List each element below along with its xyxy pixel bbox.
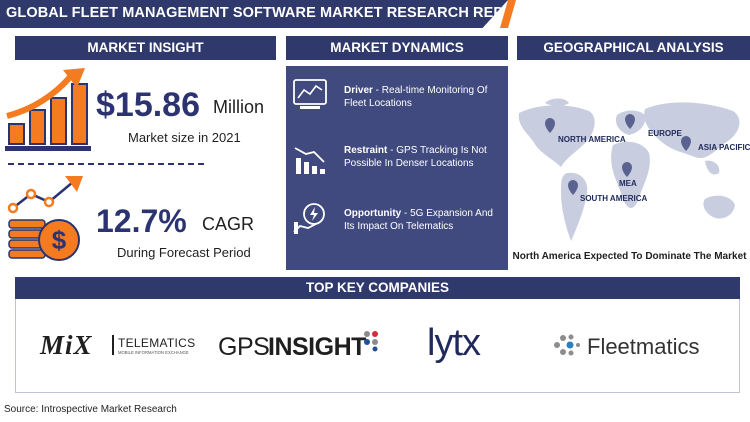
fleetmatics-text: Fleetmatics <box>587 334 700 359</box>
driver-label: Driver <box>344 85 373 96</box>
geographical-analysis-heading: GEOGRAPHICAL ANALYSIS <box>517 36 750 60</box>
dynamics-restraint: Restraint - GPS Tracking Is Not Possible… <box>344 144 504 170</box>
market-size-caption: Market size in 2021 <box>128 130 241 145</box>
restraint-text: - GPS Tracking Is Not Possible In Denser… <box>344 145 487 169</box>
cagr-caption: During Forecast Period <box>117 245 251 260</box>
driver-text: - Real-time Monitoring Of Fleet Location… <box>344 85 488 109</box>
hand-energy-icon <box>293 203 325 234</box>
gps-logo-insight: INSIGHT <box>268 333 366 361</box>
market-size-unit: Million <box>213 97 265 117</box>
insight-divider <box>8 163 204 165</box>
market-dynamics-heading: MARKET DYNAMICS <box>286 36 508 60</box>
restraint-label: Restraint <box>344 145 388 156</box>
dynamics-opportunity: Opportunity - 5G Expansion And Its Impac… <box>344 207 504 233</box>
mix-logo-tagline: MOBILE INFORMATION EXCHANGE <box>118 350 189 355</box>
dynamics-driver: Driver - Real-time Monitoring Of Fleet L… <box>344 84 504 110</box>
opportunity-label: Opportunity <box>344 208 402 219</box>
gps-dots-icon <box>364 331 378 352</box>
pin-europe-icon <box>625 114 635 129</box>
geography-caption: North America Expected To Dominate The M… <box>512 251 747 262</box>
world-map <box>518 98 740 241</box>
fleetmatics-dots-icon <box>554 334 580 356</box>
cagr-unit: CAGR <box>202 214 255 234</box>
companies-heading: TOP KEY COMPANIES <box>15 277 740 299</box>
money-growth-icon: $ <box>7 176 83 261</box>
region-south-america: SOUTH AMERICA <box>580 194 648 203</box>
pin-asia-pacific-icon <box>681 136 691 151</box>
bar-growth-icon <box>5 68 91 151</box>
market-size-value: $15.86 <box>96 86 200 124</box>
region-north-america: NORTH AMERICA <box>558 135 626 144</box>
region-europe: EUROPE <box>648 129 682 138</box>
market-dynamics-panel: Driver - Real-time Monitoring Of Fleet L… <box>286 66 508 270</box>
gps-logo-gps: GPS <box>218 333 270 361</box>
monitor-chart-icon <box>293 79 327 109</box>
title-bar <box>0 0 508 28</box>
pin-north-america-icon <box>545 117 555 133</box>
lytx-logo: lytx <box>427 322 481 364</box>
svg-text:$: $ <box>52 225 67 255</box>
pin-south-america-icon <box>568 180 578 195</box>
region-asia-pacific: ASIA PACIFIC <box>698 143 750 152</box>
pin-mea-icon <box>622 162 632 177</box>
mix-logo-text: MiX <box>40 330 93 360</box>
region-mea: MEA <box>619 179 637 188</box>
decline-chart-icon <box>294 147 325 174</box>
mix-logo-telematics: TELEMATICS <box>118 336 196 350</box>
source-note: Source: Introspective Market Research <box>4 404 177 415</box>
mix-logo-divider <box>112 335 114 355</box>
cagr-value: 12.7% <box>96 203 187 239</box>
market-insight-heading: MARKET INSIGHT <box>15 36 276 60</box>
page-title: GLOBAL FLEET MANAGEMENT SOFTWARE MARKET … <box>6 5 535 21</box>
opportunity-text: - 5G Expansion And Its Impact On Telemat… <box>344 208 493 232</box>
